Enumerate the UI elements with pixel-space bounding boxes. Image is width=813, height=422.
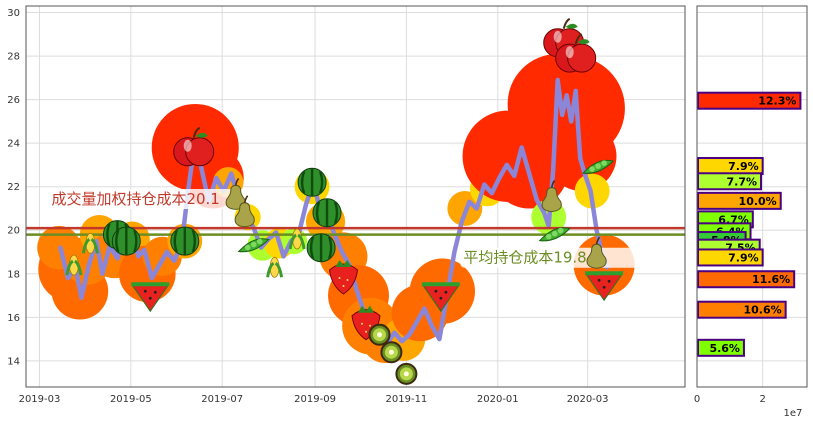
pear-icon [225,177,246,210]
x-tick-label: 2020-03 [567,394,609,405]
melon-slice-icon [421,282,460,313]
cost-lines: 成交量加权持仓成本20.1 平均持仓成本19.8 [26,188,685,268]
side-axis-ticks: 0 2 1e7 [694,394,803,419]
pea-icon [582,159,615,174]
watermelon-icon [111,226,141,256]
distribution-bar-label: 7.9% [728,160,759,173]
kiwi-icon [380,341,403,364]
x-tick-label: 2019-03 [19,394,61,405]
melon-slice-icon [131,282,170,313]
main-axis-ticks: 14 16 18 20 22 24 26 28 30 2019-03 2019-05 2019-07 2… [7,8,608,405]
y-tick-label: 26 [7,95,20,106]
fruit-markers [65,17,624,385]
main-plot: 成交量加权持仓成本20.1 平均持仓成本19.8 14 16 18 20 22 24 26 28… [7,5,686,405]
kiwi-icon [395,362,418,385]
distribution-bar-label: 10.6% [743,304,781,317]
y-tick-label: 22 [7,182,20,193]
x-tick-label: 2020-01 [477,394,519,405]
distribution-bar [697,172,763,191]
apple-icon [173,126,215,167]
vwap-cost-label: 成交量加权持仓成本20.1 [51,190,219,208]
x-tick-label: 2019-11 [386,394,428,405]
watermelon-icon [312,198,342,228]
pear-icon [586,236,607,269]
distribution-bar-label: 7.9% [728,251,759,264]
y-tick-label: 14 [7,356,20,367]
distribution-bar [697,338,745,357]
x-tick-label: 2019-09 [294,394,336,405]
melon-slice-icon [585,271,624,302]
distribution-bar-label: 7.7% [727,175,758,188]
main-plot-frame [25,5,686,388]
distribution-bar [697,248,764,267]
distribution-bar-label: 5.6% [709,342,740,355]
strawberry-icon [328,260,359,295]
y-tick-label: 24 [7,139,20,150]
distribution-bar [697,300,787,319]
distribution-bar-label: 12.3% [758,95,796,108]
distribution-bar-label: 11.6% [752,273,790,286]
watermelon-icon [170,226,200,256]
pear-icon [234,195,255,228]
x-tick-label: 2019-05 [110,394,152,405]
distribution-bar [697,191,782,210]
price-line [58,77,610,346]
corn-icon [266,256,284,278]
kiwi-icon [368,323,391,346]
corn-icon [65,254,83,276]
apple-icon [555,33,597,73]
cost-label-background [460,247,661,268]
y-tick-label: 16 [7,313,20,324]
side-x-tick-label: 2 [759,394,765,405]
average-cost-label: 平均持仓成本19.8 [463,249,586,267]
pea-icon [237,238,270,253]
side-x-tick-label: 0 [694,394,700,405]
distribution-bars: 12.3%7.9%7.7%10.0%6.7%6.4%5.8%7.5%7.9%11… [697,91,802,357]
distribution-bar [697,91,802,110]
watermelon-icon [306,233,336,263]
x-tick-label: 2019-07 [201,394,243,405]
pea-icon [538,227,571,242]
side-plot: 12.3%7.9%7.7%10.0%6.7%6.4%5.8%7.5%7.9%11… [694,5,808,419]
distribution-bar-label: 10.0% [739,195,777,208]
y-tick-label: 18 [7,269,20,280]
corn-icon [288,228,306,250]
corn-icon [81,232,99,254]
side-x-scale-label: 1e7 [784,408,803,419]
pear-icon [541,180,562,213]
y-tick-label: 28 [7,52,20,63]
distribution-bar [697,270,796,289]
side-plot-frame [696,5,808,388]
cost-label-background [48,188,249,209]
watermelon-icon [297,167,327,197]
y-tick-label: 30 [7,8,20,19]
y-tick-label: 20 [7,226,20,237]
